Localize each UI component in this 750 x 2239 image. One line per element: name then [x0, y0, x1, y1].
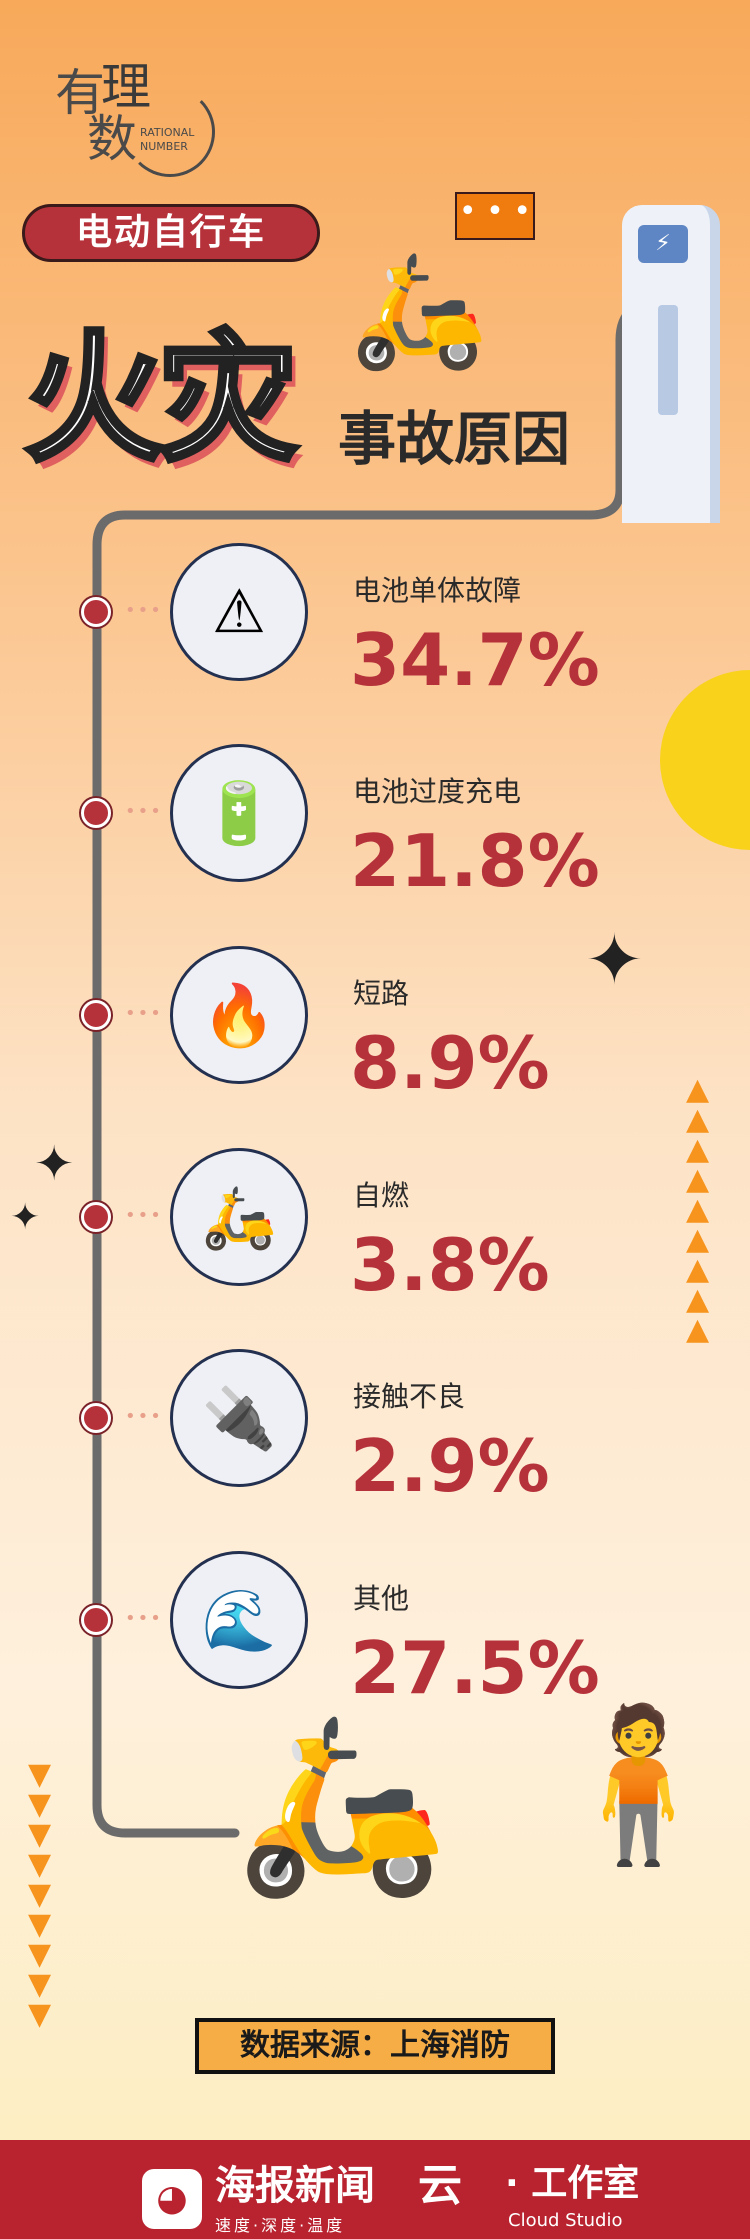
- cause-label: 电池单体故障: [353, 574, 522, 607]
- sparkle-icon: ✦: [34, 1136, 75, 1192]
- app-slogan: 速度·深度·温度: [215, 2216, 346, 2235]
- timeline-node: [81, 597, 111, 627]
- cause-icon: ⚠: [170, 543, 308, 681]
- logo-text: RATIONAL NUMBER: [140, 126, 195, 153]
- app-name: 海报新闻: [215, 2163, 375, 2209]
- footer: ◕ 海报新闻 速度·深度·温度 云 · 工作室 Cloud Studio: [0, 2140, 750, 2239]
- cause-label: 其他: [353, 1582, 410, 1615]
- cause-item: ••• 🌊 其他 27.5%: [0, 1520, 750, 1720]
- speech-bubble-icon: • • •: [455, 192, 535, 240]
- cause-icon: 🔥: [170, 946, 308, 1084]
- timeline-node: [81, 1403, 111, 1433]
- cause-item: ••• 🛵 自燃 3.8%: [0, 1117, 750, 1317]
- timeline-node: [81, 1605, 111, 1635]
- cloud-logo: 云: [418, 2160, 462, 2211]
- timeline-node: [81, 1202, 111, 1232]
- sparkle-icon: ✦: [10, 1197, 41, 1238]
- connector-dots: •••: [125, 1205, 163, 1226]
- cause-percent: 34.7%: [350, 618, 600, 702]
- timeline-node: [81, 1000, 111, 1030]
- connector-dots: •••: [125, 600, 163, 621]
- triangle-decor-icon: ▲ ▲ ▲ ▲ ▲ ▲ ▲ ▲ ▲: [686, 1072, 710, 1347]
- connector-dots: •••: [125, 801, 163, 822]
- timeline-node: [81, 798, 111, 828]
- cause-icon: 🌊: [170, 1551, 308, 1689]
- scooter-icon: 🛵: [350, 246, 487, 374]
- lightning-icon: ⚡: [638, 225, 688, 263]
- cause-item: ••• ⚠ 电池单体故障 34.7%: [0, 512, 750, 712]
- cause-icon: 🛵: [170, 1148, 308, 1286]
- cause-icon: 🔋: [170, 744, 308, 882]
- triangle-decor-icon: ▼ ▼ ▼ ▼ ▼ ▼ ▼ ▼ ▼: [28, 1757, 52, 2032]
- logo-char: 有: [55, 64, 105, 122]
- seal-logo-icon: ◕: [142, 2169, 202, 2229]
- person-illustration: 🧍: [545, 1698, 732, 1872]
- cause-item: ••• 🔋 电池过度充电 21.8%: [0, 713, 750, 913]
- category-badge: 电动自行车: [22, 204, 320, 262]
- logo-char: 理: [101, 58, 151, 116]
- cause-label: 自燃: [353, 1179, 410, 1212]
- rational-number-logo: 有 理 数 RATIONAL NUMBER: [55, 62, 220, 177]
- studio-name-en: Cloud Studio: [508, 2210, 623, 2231]
- page-subtitle: 事故原因: [338, 405, 571, 473]
- cause-label: 接触不良: [353, 1380, 466, 1413]
- cause-percent: 27.5%: [350, 1626, 600, 1710]
- cause-item: ••• 🔥 短路 8.9%: [0, 915, 750, 1115]
- sparkle-icon: ✦: [585, 919, 644, 1001]
- connector-dots: •••: [125, 1003, 163, 1024]
- e-bike-illustration: 🛵: [235, 1706, 447, 1904]
- cause-percent: 21.8%: [350, 819, 600, 903]
- data-source: 数据来源：上海消防: [195, 2018, 555, 2074]
- studio-name: · 工作室: [505, 2163, 640, 2204]
- logo-char: 数: [87, 110, 137, 168]
- cause-label: 短路: [353, 977, 410, 1010]
- connector-dots: •••: [125, 1608, 163, 1629]
- connector-dots: •••: [125, 1406, 163, 1427]
- cause-percent: 8.9%: [350, 1021, 550, 1105]
- cause-icon: 🔌: [170, 1349, 308, 1487]
- page-title: 火灾: [21, 318, 300, 481]
- cause-item: ••• 🔌 接触不良 2.9%: [0, 1318, 750, 1518]
- charging-station: ⚡: [622, 205, 720, 523]
- cause-percent: 3.8%: [350, 1223, 550, 1307]
- cause-label: 电池过度充电: [353, 775, 522, 808]
- cause-percent: 2.9%: [350, 1424, 550, 1508]
